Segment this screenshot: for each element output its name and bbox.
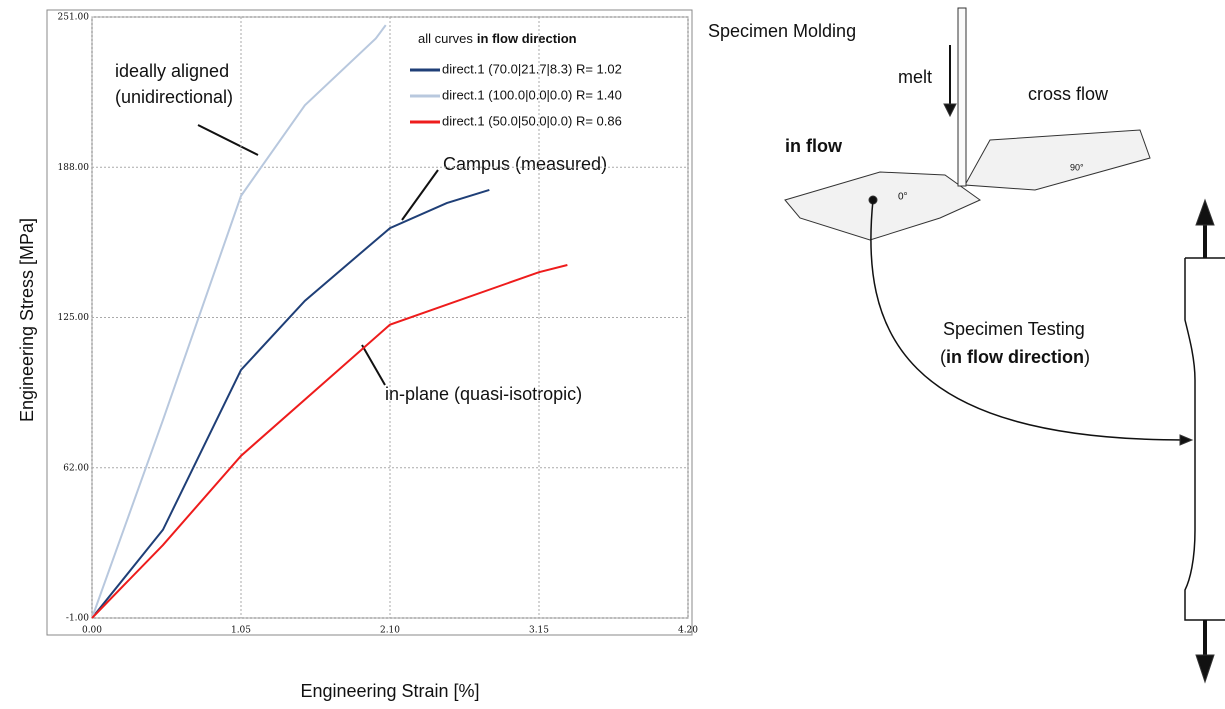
testing-bold: in flow direction (946, 347, 1084, 367)
y-tick-label: 62.00 (63, 463, 89, 473)
x-tick-label: 2.10 (380, 626, 400, 636)
arrowhead (1195, 654, 1215, 684)
paren: ( (940, 347, 946, 367)
paren: ) (1084, 347, 1090, 367)
annotation: ideally aligned (115, 61, 229, 81)
specimen (1184, 257, 1225, 621)
in-flow-plate (784, 171, 981, 241)
link-arrow (870, 199, 1186, 441)
arrowhead (1195, 198, 1215, 226)
annotation-leader (197, 124, 259, 156)
testing-direction: (in flow direction) (940, 347, 1090, 367)
y-axis-label: Engineering Stress [MPa] (17, 218, 37, 422)
legend-title-text: all curves (418, 31, 473, 46)
series-line (91, 264, 568, 619)
angle-90: 90° (1070, 162, 1084, 172)
in-flow-label: in flow (785, 136, 843, 156)
angle-0: 0° (898, 192, 908, 203)
x-tick-label: 1.05 (231, 626, 251, 636)
series-line (91, 24, 387, 619)
annotation-leader (361, 344, 386, 386)
arrowhead (943, 103, 957, 118)
y-tick-label: 251.00 (58, 13, 90, 23)
legend-title-bold: in flow direction (477, 31, 577, 46)
annotation-leader (401, 169, 439, 221)
sprue (957, 7, 967, 187)
x-tick-label: 0.00 (82, 626, 102, 636)
cross-flow-plate (964, 129, 1151, 191)
legend-title: all curves in flow direction (418, 31, 577, 46)
chart-frame (46, 9, 693, 636)
diagram: Specimen Molding melt cross flow in flow… (708, 7, 1225, 684)
series-line (91, 188, 490, 619)
annotation: Campus (measured) (443, 154, 607, 174)
x-tick-label: 3.15 (529, 626, 549, 636)
y-tick-label: 125.00 (58, 313, 90, 323)
x-tick-label: 4.20 (678, 626, 698, 636)
legend-label: direct.1 (100.0|0.0|0.0) R= 1.40 (442, 87, 622, 102)
cross-flow-label: cross flow (1028, 84, 1109, 104)
molding-label: Specimen Molding (708, 21, 856, 41)
testing-label: Specimen Testing (943, 319, 1085, 339)
arrowhead (1179, 434, 1194, 446)
legend-label: direct.1 (50.0|50.0|0.0) R= 0.86 (442, 113, 622, 128)
y-tick-label: 188.00 (58, 163, 90, 173)
annotation: (unidirectional) (115, 87, 233, 107)
x-axis-label: Engineering Strain [%] (300, 681, 479, 701)
legend-label: direct.1 (70.0|21.7|8.3) R= 1.02 (442, 61, 622, 76)
melt-label: melt (898, 67, 932, 87)
annotation: in-plane (quasi-isotropic) (385, 384, 582, 404)
y-tick-label: -1.00 (66, 614, 89, 624)
